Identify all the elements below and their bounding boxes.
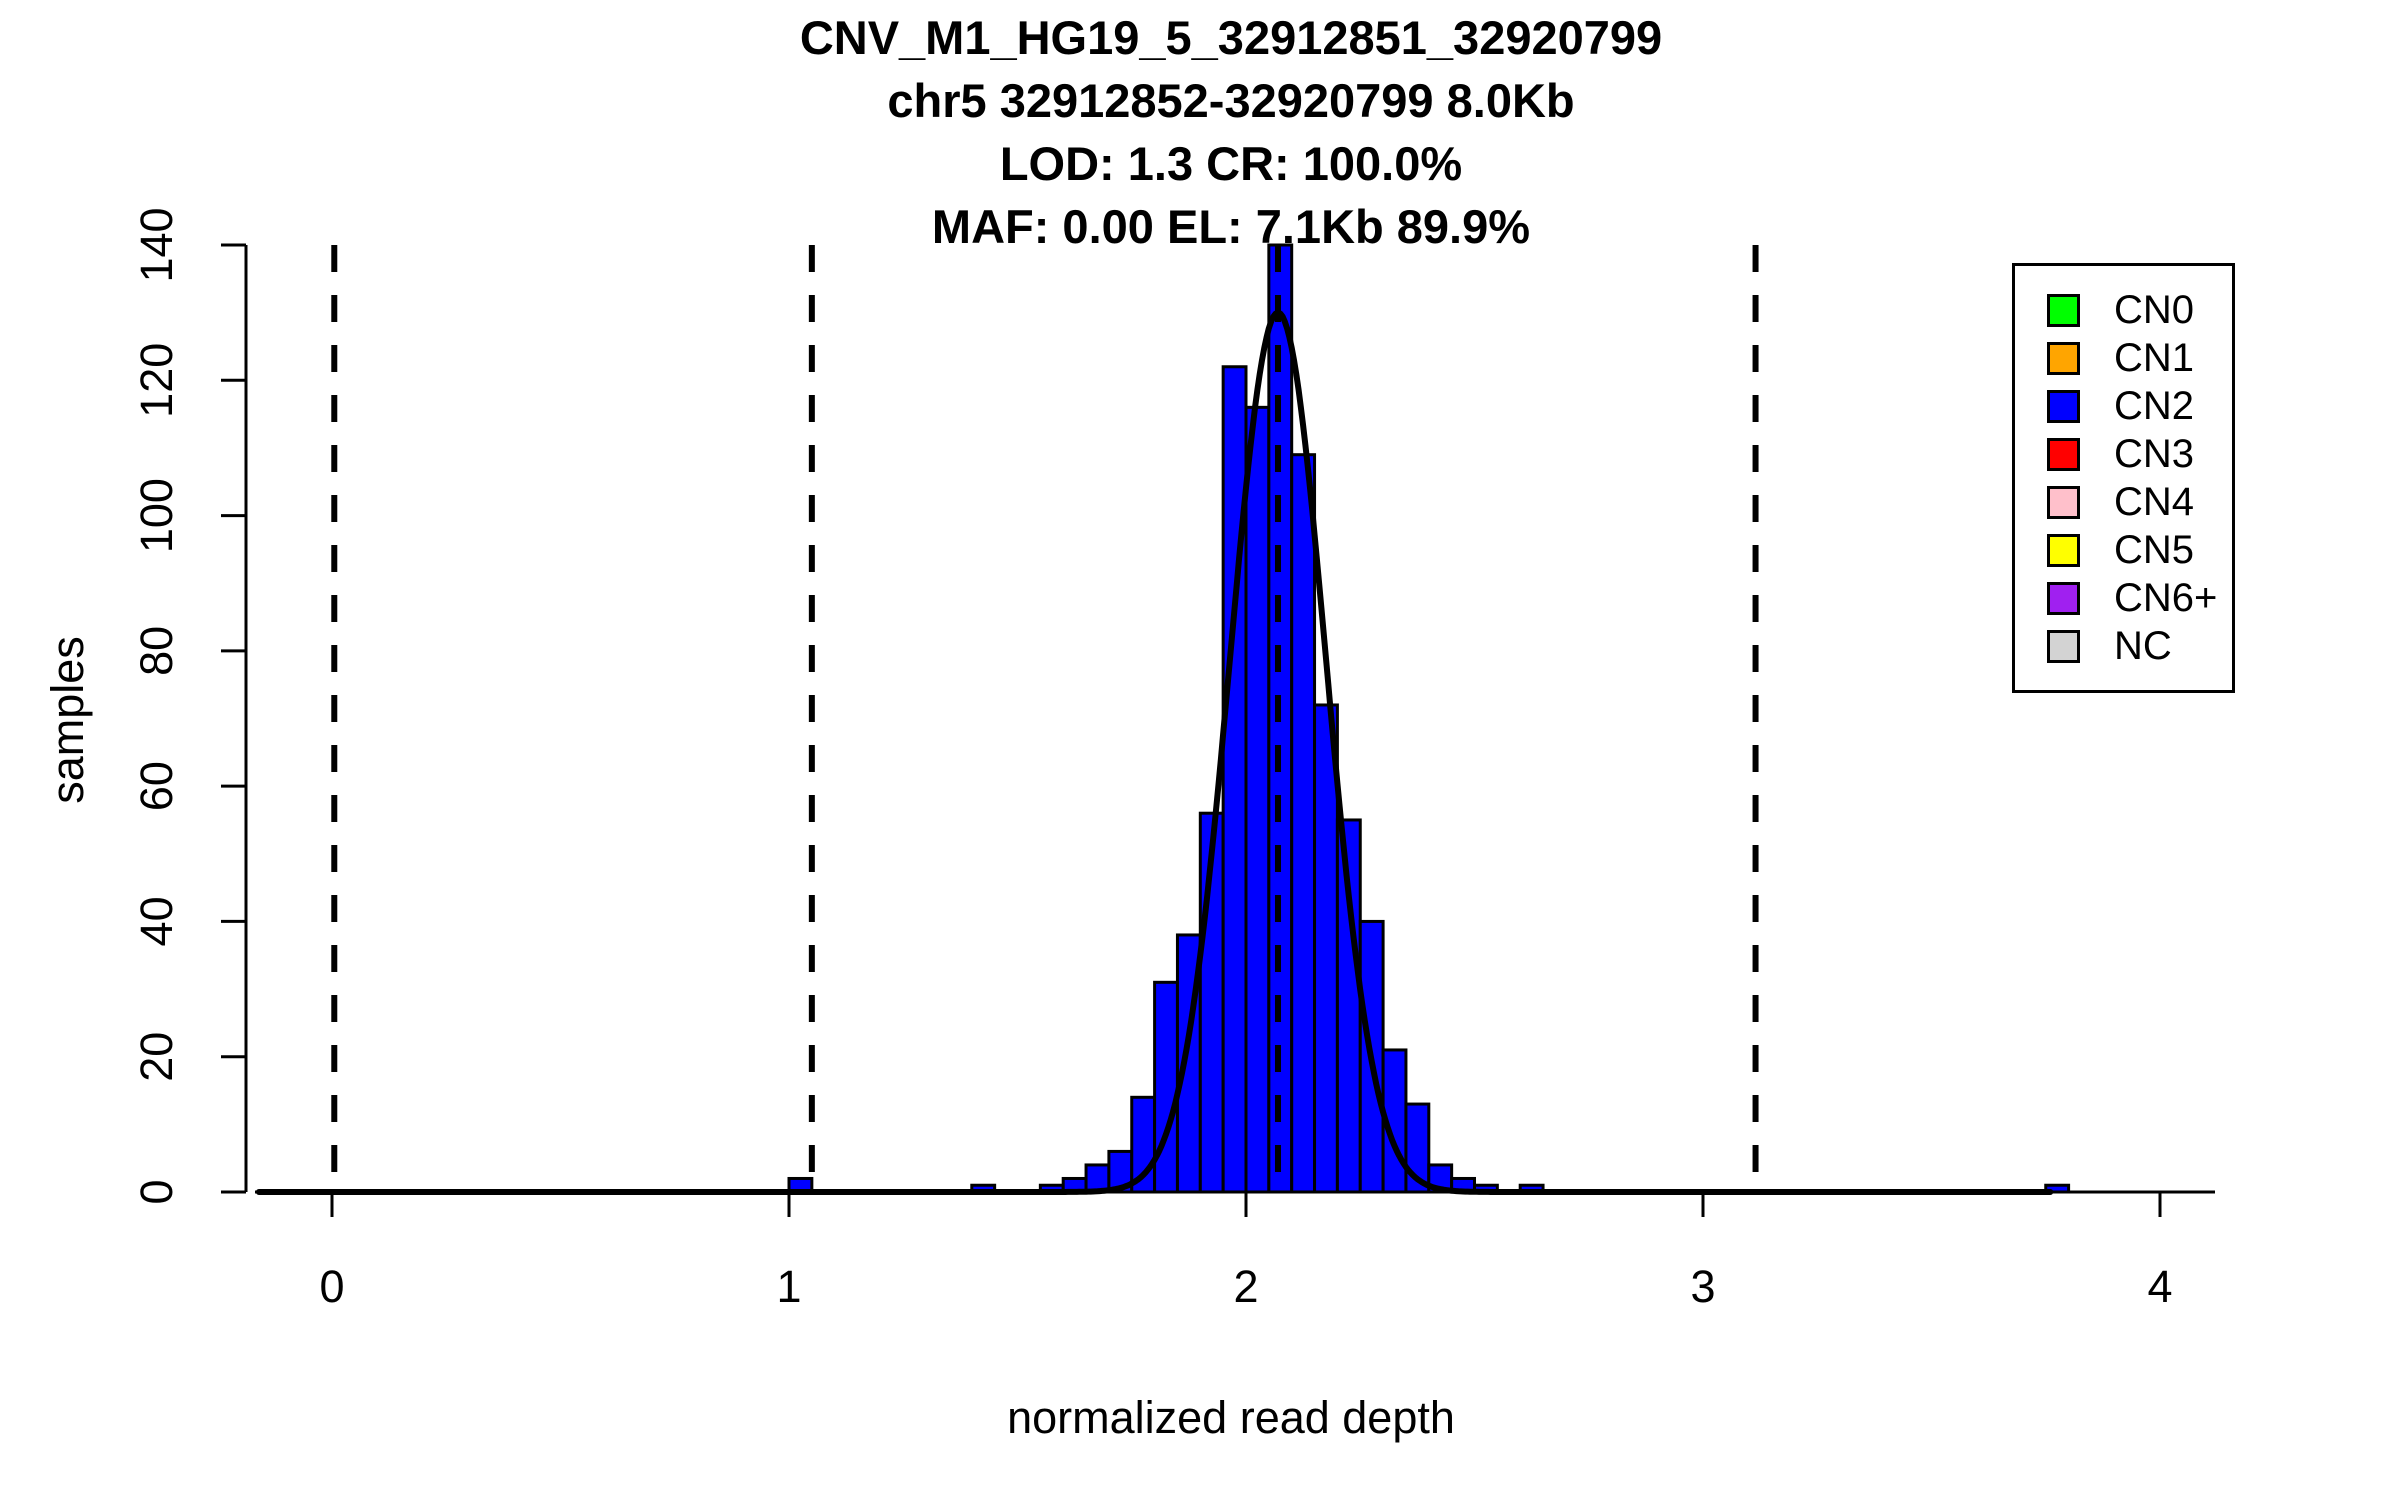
legend: CN0 CN1 CN2 CN3 CN4 CN5 CN6+ NC — [2012, 263, 2235, 693]
x-tick-label: 3 — [1690, 1261, 1715, 1312]
histogram-bars — [787, 243, 2071, 1194]
x-tick-label: 2 — [1233, 1261, 1258, 1312]
legend-item: CN5 — [2047, 526, 2232, 574]
legend-swatch-cn1 — [2047, 341, 2080, 375]
legend-swatch-nc — [2047, 629, 2080, 663]
histogram-bar — [1153, 980, 1179, 1194]
legend-label: CN5 — [2114, 527, 2195, 572]
histogram-bar — [1244, 405, 1271, 1194]
title-line-1: CNV_M1_HG19_5_32912851_32920799 — [799, 11, 1663, 64]
title-line-2: chr5 32912852-32920799 8.0Kb — [887, 74, 1575, 127]
y-tick-label: 80 — [131, 626, 182, 676]
x-tick-label: 4 — [2147, 1261, 2172, 1312]
y-tick-label: 20 — [131, 1032, 182, 1082]
legend-label: CN6+ — [2114, 575, 2218, 620]
legend-label: CN4 — [2114, 479, 2195, 524]
legend-item: CN6+ — [2047, 574, 2232, 622]
legend-item: CN2 — [2047, 382, 2232, 430]
copy-number-dashed-lines — [331, 244, 1759, 1192]
legend-swatch-cn4 — [2047, 485, 2080, 519]
legend-item: CN3 — [2047, 430, 2232, 478]
y-tick-label: 100 — [131, 478, 182, 553]
x-tick-label: 1 — [776, 1261, 801, 1312]
legend-swatch-cn0 — [2047, 293, 2080, 327]
legend-swatch-cn6plus — [2047, 581, 2080, 615]
legend-label: CN1 — [2114, 335, 2195, 380]
legend-item: CN1 — [2047, 334, 2232, 382]
x-axis-title: normalized read depth — [1007, 1392, 1455, 1443]
y-tick-label: 40 — [131, 896, 182, 946]
y-tick-label: 0 — [131, 1179, 182, 1204]
x-tick-label: 0 — [319, 1261, 344, 1312]
legend-item: NC — [2047, 622, 2232, 670]
title-line-3: LOD: 1.3 CR: 100.0% — [999, 137, 1463, 190]
legend-label: CN2 — [2114, 383, 2195, 428]
legend-label: NC — [2114, 623, 2172, 668]
chart-title: CNV_M1_HG19_5_32912851_32920799 chr5 329… — [231, 6, 2231, 258]
histogram-bar — [1290, 453, 1317, 1194]
y-tick-label: 60 — [131, 761, 182, 811]
y-tick-label: 120 — [131, 343, 182, 418]
histogram-bar — [1221, 365, 1248, 1194]
legend-label: CN3 — [2114, 431, 2195, 476]
y-tick-label: 140 — [131, 207, 182, 282]
legend-swatch-cn3 — [2047, 437, 2080, 471]
legend-item: CN0 — [2047, 286, 2232, 334]
legend-label: CN0 — [2114, 287, 2195, 332]
legend-item: CN4 — [2047, 478, 2232, 526]
legend-swatch-cn5 — [2047, 533, 2080, 567]
legend-swatch-cn2 — [2047, 389, 2080, 423]
y-axis-title: samples — [42, 636, 93, 804]
title-line-4: MAF: 0.00 EL: 7.1Kb 89.9% — [931, 200, 1531, 253]
axes — [221, 243, 2215, 1217]
